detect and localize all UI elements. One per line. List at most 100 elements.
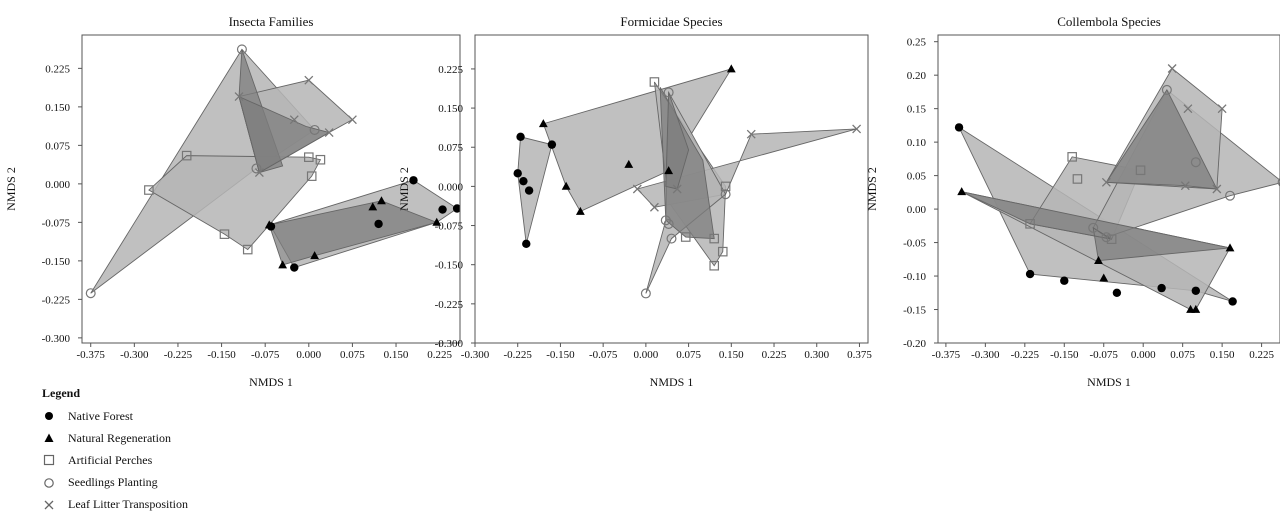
legend-item-artificial-perches: Artificial Perches bbox=[42, 449, 188, 471]
point-native-forest bbox=[1025, 269, 1035, 279]
point-seedlings-planting bbox=[1088, 222, 1099, 233]
y-tick-label: -0.075 bbox=[42, 217, 71, 229]
x-tick-label: 0.075 bbox=[340, 349, 365, 361]
legend: Legend Native Forest Natural Regeneratio… bbox=[42, 386, 188, 516]
chart-panel-3: Collembola Species -0.375 -0.300 -0.225 -0.1… bbox=[865, 14, 1280, 389]
point-seedlings-planting bbox=[1277, 178, 1280, 187]
plot-area bbox=[513, 64, 862, 299]
plot-frame bbox=[937, 34, 1280, 344]
point-leaf-litter-transposition bbox=[1217, 104, 1227, 114]
x-tick-label: 0.375 bbox=[847, 349, 872, 361]
point-native-forest bbox=[409, 176, 418, 185]
x-tick-label: -0.075 bbox=[1090, 349, 1119, 361]
y-tick-label: -0.300 bbox=[435, 338, 464, 350]
legend-label: Artificial Perches bbox=[68, 452, 153, 467]
point-natural-regeneration bbox=[368, 202, 378, 211]
point-artificial-perches bbox=[304, 152, 314, 162]
point-seedlings-planting bbox=[1225, 190, 1236, 201]
x-tick-label: -0.300 bbox=[120, 349, 149, 361]
point-seedlings-planting bbox=[720, 189, 731, 200]
x-tick-label: 0.000 bbox=[296, 349, 321, 361]
point-native-forest bbox=[438, 205, 447, 214]
chart-title: Collembola Species bbox=[1057, 14, 1161, 29]
x-tick-label: -0.300 bbox=[461, 349, 490, 361]
x-axis-label: NMDS 1 bbox=[650, 375, 694, 389]
cross-icon bbox=[44, 500, 54, 510]
point-artificial-perches bbox=[709, 233, 720, 244]
point-natural-regeneration bbox=[1191, 304, 1201, 313]
x-axis-label: NMDS 1 bbox=[1087, 375, 1131, 389]
point-leaf-litter-transposition bbox=[347, 115, 357, 125]
legend-label: Leaf Litter Transposition bbox=[68, 497, 188, 512]
point-native-forest bbox=[1228, 297, 1237, 306]
point-leaf-litter-transposition bbox=[1183, 104, 1193, 114]
y-axis-label: NMDS 2 bbox=[865, 167, 879, 211]
point-natural-regeneration bbox=[726, 64, 736, 73]
y-axis-label: NMDS 2 bbox=[4, 167, 18, 211]
x-tick-label: -0.150 bbox=[1050, 349, 1079, 361]
point-seedlings-planting bbox=[666, 233, 677, 244]
point-artificial-perches bbox=[1067, 152, 1077, 162]
open-circle-icon bbox=[44, 477, 54, 488]
plot-area bbox=[954, 64, 1280, 313]
convex-hull bbox=[542, 68, 733, 213]
y-tick-label: -0.10 bbox=[903, 271, 926, 283]
x-tick-label: 0.300 bbox=[804, 349, 829, 361]
convex-hull bbox=[268, 200, 439, 266]
x-tick-label: 0.150 bbox=[384, 349, 409, 361]
y-tick-label: -0.150 bbox=[435, 260, 464, 272]
x-tick-label: -0.225 bbox=[164, 349, 193, 361]
x-tick-label: -0.150 bbox=[207, 349, 236, 361]
point-artificial-perches bbox=[144, 185, 154, 195]
y-tick-label: 0.25 bbox=[907, 37, 927, 49]
x-axis-label: NMDS 1 bbox=[249, 375, 293, 389]
x-tick-label: 0.225 bbox=[427, 349, 452, 361]
y-axis-label: NMDS 2 bbox=[397, 167, 411, 211]
legend-title: Legend bbox=[42, 386, 81, 400]
y-tick-label: -0.075 bbox=[435, 221, 464, 233]
point-natural-regeneration bbox=[624, 159, 634, 168]
point-artificial-perches bbox=[242, 244, 253, 255]
plot-area bbox=[85, 44, 460, 299]
legend-label: Native Forest bbox=[68, 408, 133, 423]
point-leaf-litter-transposition bbox=[1167, 64, 1177, 73]
legend-item-leaf-litter-transposition: Leaf Litter Transposition bbox=[42, 494, 188, 516]
x-tick-label: 0.075 bbox=[1170, 349, 1195, 361]
point-native-forest bbox=[374, 219, 383, 229]
point-seedlings-planting bbox=[309, 124, 320, 135]
point-natural-regeneration bbox=[561, 181, 571, 190]
point-native-forest bbox=[522, 239, 531, 249]
point-leaf-litter-transposition bbox=[289, 115, 299, 125]
x-tick-label: -0.225 bbox=[1011, 349, 1040, 361]
point-natural-regeneration bbox=[432, 217, 442, 226]
point-leaf-litter-transposition bbox=[746, 129, 756, 139]
legend-item-native-forest: Native Forest bbox=[42, 405, 188, 427]
x-tick-label: -0.375 bbox=[77, 349, 106, 361]
point-artificial-perches bbox=[649, 77, 660, 87]
x-tick-label: -0.150 bbox=[546, 349, 575, 361]
point-leaf-litter-transposition bbox=[649, 202, 659, 212]
point-native-forest bbox=[513, 169, 522, 178]
x-tick-label: -0.075 bbox=[589, 349, 618, 361]
y-tick-label: -0.20 bbox=[903, 338, 926, 350]
y-tick-label: -0.150 bbox=[42, 256, 71, 268]
x-tick-label: 0.000 bbox=[633, 349, 658, 361]
y-tick-label: -0.15 bbox=[903, 305, 926, 317]
point-seedlings-planting bbox=[1190, 157, 1201, 168]
x-tick-label: 0.075 bbox=[676, 349, 701, 361]
point-native-forest bbox=[516, 132, 525, 141]
point-seedlings-planting bbox=[663, 218, 674, 229]
chart-title: Insecta Families bbox=[229, 14, 314, 29]
point-native-forest bbox=[290, 263, 299, 272]
y-tick-label: 0.150 bbox=[438, 103, 463, 115]
point-natural-regeneration bbox=[1099, 273, 1109, 282]
point-native-forest bbox=[524, 186, 534, 195]
point-artificial-perches bbox=[1072, 174, 1083, 184]
x-tick-label: -0.300 bbox=[971, 349, 1000, 361]
point-leaf-litter-transposition bbox=[254, 168, 264, 178]
chart-panel-2: Formicidae Species -0.300 -0.225 -0.150 -0.0… bbox=[397, 14, 872, 389]
point-artificial-perches bbox=[709, 260, 720, 271]
point-natural-regeneration bbox=[957, 187, 967, 196]
legend-label: Seedlings Planting bbox=[68, 475, 158, 490]
filled-circle-icon bbox=[45, 412, 53, 421]
